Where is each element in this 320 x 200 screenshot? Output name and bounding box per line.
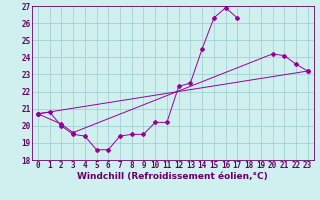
X-axis label: Windchill (Refroidissement éolien,°C): Windchill (Refroidissement éolien,°C) bbox=[77, 172, 268, 181]
